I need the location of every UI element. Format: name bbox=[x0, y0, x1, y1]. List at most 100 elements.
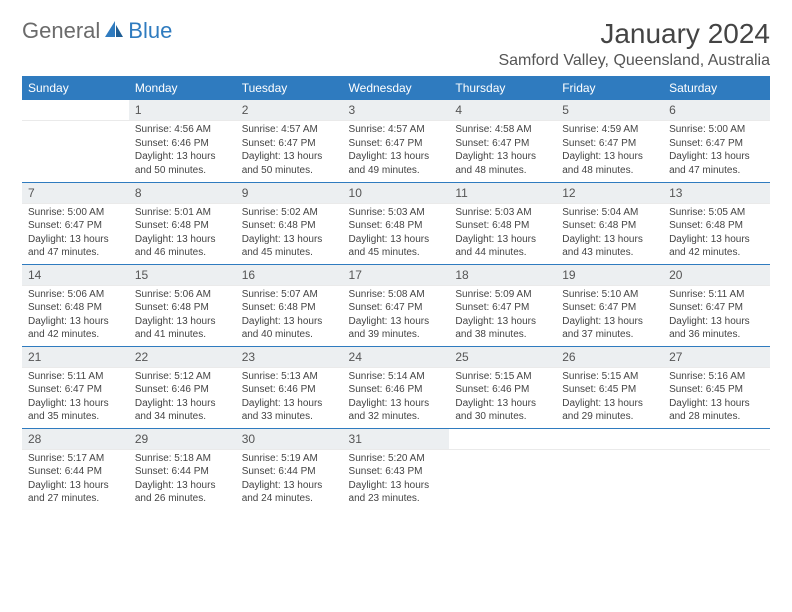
day-details: Sunrise: 5:19 AMSunset: 6:44 PMDaylight:… bbox=[236, 450, 343, 510]
day-number: 15 bbox=[129, 265, 236, 286]
calendar-day: 28Sunrise: 5:17 AMSunset: 6:44 PMDayligh… bbox=[22, 428, 129, 510]
weekday-header: SundayMondayTuesdayWednesdayThursdayFrid… bbox=[22, 76, 770, 100]
day-number: 26 bbox=[556, 347, 663, 368]
calendar-day bbox=[556, 428, 663, 510]
day-number: 18 bbox=[449, 265, 556, 286]
day-number: 10 bbox=[343, 183, 450, 204]
calendar-week: 7Sunrise: 5:00 AMSunset: 6:47 PMDaylight… bbox=[22, 182, 770, 264]
calendar-day: 13Sunrise: 5:05 AMSunset: 6:48 PMDayligh… bbox=[663, 182, 770, 264]
day-details: Sunrise: 5:03 AMSunset: 6:48 PMDaylight:… bbox=[343, 204, 450, 264]
calendar-body: 1Sunrise: 4:56 AMSunset: 6:46 PMDaylight… bbox=[22, 100, 770, 510]
calendar-week: 14Sunrise: 5:06 AMSunset: 6:48 PMDayligh… bbox=[22, 264, 770, 346]
day-details: Sunrise: 4:57 AMSunset: 6:47 PMDaylight:… bbox=[343, 121, 450, 181]
day-number: 1 bbox=[129, 100, 236, 121]
calendar-day bbox=[449, 428, 556, 510]
day-details: Sunrise: 5:20 AMSunset: 6:43 PMDaylight:… bbox=[343, 450, 450, 510]
weekday-heading: Sunday bbox=[22, 76, 129, 100]
day-details: Sunrise: 4:57 AMSunset: 6:47 PMDaylight:… bbox=[236, 121, 343, 181]
day-details: Sunrise: 5:15 AMSunset: 6:46 PMDaylight:… bbox=[449, 368, 556, 428]
location-text: Samford Valley, Queensland, Australia bbox=[498, 52, 770, 70]
day-number: 23 bbox=[236, 347, 343, 368]
calendar-day: 29Sunrise: 5:18 AMSunset: 6:44 PMDayligh… bbox=[129, 428, 236, 510]
day-number: 24 bbox=[343, 347, 450, 368]
calendar-day: 31Sunrise: 5:20 AMSunset: 6:43 PMDayligh… bbox=[343, 428, 450, 510]
day-details: Sunrise: 5:17 AMSunset: 6:44 PMDaylight:… bbox=[22, 450, 129, 510]
calendar-day: 21Sunrise: 5:11 AMSunset: 6:47 PMDayligh… bbox=[22, 346, 129, 428]
calendar-day: 24Sunrise: 5:14 AMSunset: 6:46 PMDayligh… bbox=[343, 346, 450, 428]
calendar-day: 30Sunrise: 5:19 AMSunset: 6:44 PMDayligh… bbox=[236, 428, 343, 510]
calendar-day: 3Sunrise: 4:57 AMSunset: 6:47 PMDaylight… bbox=[343, 100, 450, 182]
day-details: Sunrise: 5:10 AMSunset: 6:47 PMDaylight:… bbox=[556, 286, 663, 346]
day-details: Sunrise: 5:16 AMSunset: 6:45 PMDaylight:… bbox=[663, 368, 770, 428]
calendar-week: 28Sunrise: 5:17 AMSunset: 6:44 PMDayligh… bbox=[22, 428, 770, 510]
calendar-day: 8Sunrise: 5:01 AMSunset: 6:48 PMDaylight… bbox=[129, 182, 236, 264]
brand-part1: General bbox=[22, 18, 100, 44]
calendar-day: 4Sunrise: 4:58 AMSunset: 6:47 PMDaylight… bbox=[449, 100, 556, 182]
day-number: 6 bbox=[663, 100, 770, 121]
calendar-day: 2Sunrise: 4:57 AMSunset: 6:47 PMDaylight… bbox=[236, 100, 343, 182]
calendar-day: 11Sunrise: 5:03 AMSunset: 6:48 PMDayligh… bbox=[449, 182, 556, 264]
day-number: 30 bbox=[236, 429, 343, 450]
day-details: Sunrise: 5:03 AMSunset: 6:48 PMDaylight:… bbox=[449, 204, 556, 264]
day-number: 12 bbox=[556, 183, 663, 204]
day-details: Sunrise: 5:08 AMSunset: 6:47 PMDaylight:… bbox=[343, 286, 450, 346]
day-number: 11 bbox=[449, 183, 556, 204]
calendar-day: 5Sunrise: 4:59 AMSunset: 6:47 PMDaylight… bbox=[556, 100, 663, 182]
day-number: 25 bbox=[449, 347, 556, 368]
calendar-day: 15Sunrise: 5:06 AMSunset: 6:48 PMDayligh… bbox=[129, 264, 236, 346]
day-number: 9 bbox=[236, 183, 343, 204]
day-details: Sunrise: 4:58 AMSunset: 6:47 PMDaylight:… bbox=[449, 121, 556, 181]
day-number: 21 bbox=[22, 347, 129, 368]
day-details: Sunrise: 5:12 AMSunset: 6:46 PMDaylight:… bbox=[129, 368, 236, 428]
calendar-page: General Blue January 2024 Samford Valley… bbox=[0, 0, 792, 528]
day-number: 4 bbox=[449, 100, 556, 121]
day-details: Sunrise: 5:05 AMSunset: 6:48 PMDaylight:… bbox=[663, 204, 770, 264]
weekday-heading: Monday bbox=[129, 76, 236, 100]
weekday-heading: Tuesday bbox=[236, 76, 343, 100]
calendar-day: 25Sunrise: 5:15 AMSunset: 6:46 PMDayligh… bbox=[449, 346, 556, 428]
calendar-day: 12Sunrise: 5:04 AMSunset: 6:48 PMDayligh… bbox=[556, 182, 663, 264]
day-number: 22 bbox=[129, 347, 236, 368]
day-number: 7 bbox=[22, 183, 129, 204]
month-title: January 2024 bbox=[498, 18, 770, 50]
day-details: Sunrise: 5:14 AMSunset: 6:46 PMDaylight:… bbox=[343, 368, 450, 428]
day-details: Sunrise: 4:59 AMSunset: 6:47 PMDaylight:… bbox=[556, 121, 663, 181]
calendar-day bbox=[22, 100, 129, 182]
day-details: Sunrise: 5:11 AMSunset: 6:47 PMDaylight:… bbox=[22, 368, 129, 428]
day-number: 16 bbox=[236, 265, 343, 286]
calendar-day: 23Sunrise: 5:13 AMSunset: 6:46 PMDayligh… bbox=[236, 346, 343, 428]
calendar-week: 1Sunrise: 4:56 AMSunset: 6:46 PMDaylight… bbox=[22, 100, 770, 182]
day-details: Sunrise: 5:11 AMSunset: 6:47 PMDaylight:… bbox=[663, 286, 770, 346]
weekday-heading: Friday bbox=[556, 76, 663, 100]
day-number: 27 bbox=[663, 347, 770, 368]
calendar-day: 17Sunrise: 5:08 AMSunset: 6:47 PMDayligh… bbox=[343, 264, 450, 346]
title-block: January 2024 Samford Valley, Queensland,… bbox=[498, 18, 770, 70]
day-number: 13 bbox=[663, 183, 770, 204]
calendar-day: 16Sunrise: 5:07 AMSunset: 6:48 PMDayligh… bbox=[236, 264, 343, 346]
day-details: Sunrise: 5:00 AMSunset: 6:47 PMDaylight:… bbox=[663, 121, 770, 181]
day-details: Sunrise: 5:18 AMSunset: 6:44 PMDaylight:… bbox=[129, 450, 236, 510]
day-details: Sunrise: 5:02 AMSunset: 6:48 PMDaylight:… bbox=[236, 204, 343, 264]
calendar-day: 19Sunrise: 5:10 AMSunset: 6:47 PMDayligh… bbox=[556, 264, 663, 346]
day-number: 28 bbox=[22, 429, 129, 450]
day-number: 3 bbox=[343, 100, 450, 121]
calendar-day: 10Sunrise: 5:03 AMSunset: 6:48 PMDayligh… bbox=[343, 182, 450, 264]
calendar-day: 27Sunrise: 5:16 AMSunset: 6:45 PMDayligh… bbox=[663, 346, 770, 428]
day-details: Sunrise: 5:06 AMSunset: 6:48 PMDaylight:… bbox=[22, 286, 129, 346]
day-details: Sunrise: 5:13 AMSunset: 6:46 PMDaylight:… bbox=[236, 368, 343, 428]
calendar-day: 1Sunrise: 4:56 AMSunset: 6:46 PMDaylight… bbox=[129, 100, 236, 182]
day-details: Sunrise: 5:01 AMSunset: 6:48 PMDaylight:… bbox=[129, 204, 236, 264]
day-details: Sunrise: 5:04 AMSunset: 6:48 PMDaylight:… bbox=[556, 204, 663, 264]
header: General Blue January 2024 Samford Valley… bbox=[22, 18, 770, 70]
calendar-day: 20Sunrise: 5:11 AMSunset: 6:47 PMDayligh… bbox=[663, 264, 770, 346]
day-number: 14 bbox=[22, 265, 129, 286]
calendar-day: 26Sunrise: 5:15 AMSunset: 6:45 PMDayligh… bbox=[556, 346, 663, 428]
day-number: 2 bbox=[236, 100, 343, 121]
weekday-heading: Saturday bbox=[663, 76, 770, 100]
weekday-heading: Thursday bbox=[449, 76, 556, 100]
calendar-day: 7Sunrise: 5:00 AMSunset: 6:47 PMDaylight… bbox=[22, 182, 129, 264]
day-details: Sunrise: 5:09 AMSunset: 6:47 PMDaylight:… bbox=[449, 286, 556, 346]
day-number: 20 bbox=[663, 265, 770, 286]
brand-logo: General Blue bbox=[22, 18, 172, 44]
day-number: 31 bbox=[343, 429, 450, 450]
